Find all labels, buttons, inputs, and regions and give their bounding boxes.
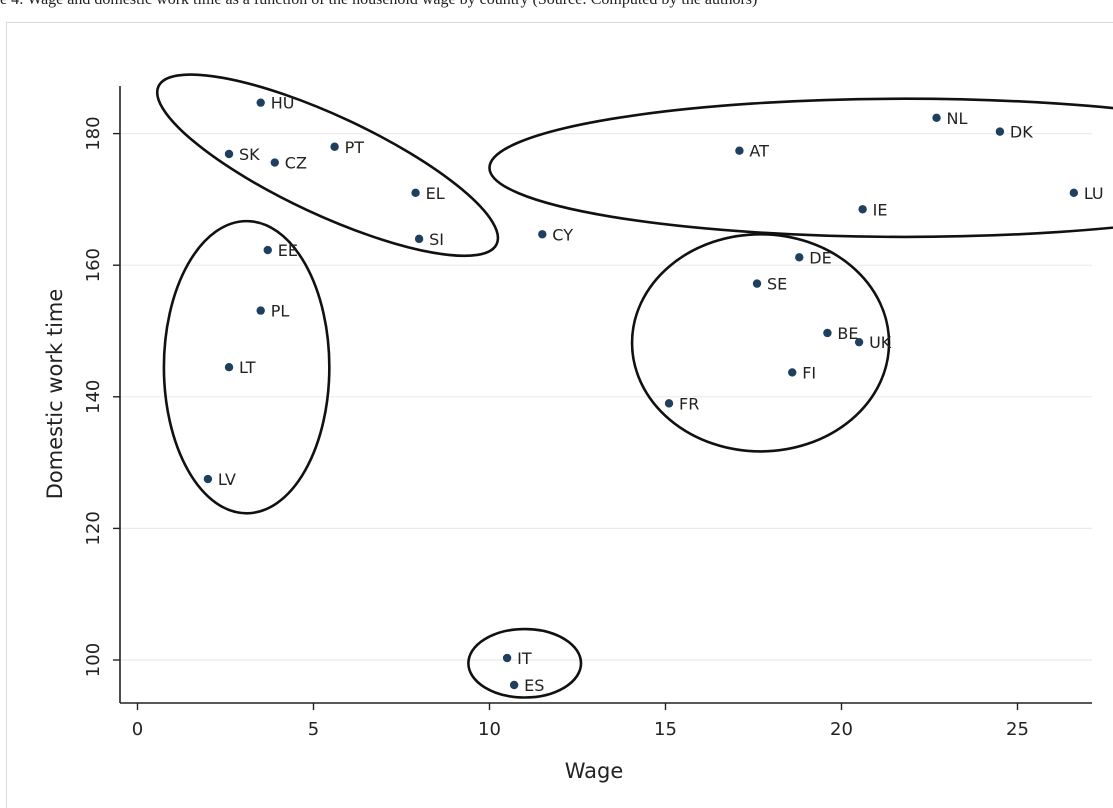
cluster-ellipse [488,97,1113,239]
point-label: UK [869,333,892,352]
point-label: SI [429,230,444,249]
point-label: DE [809,248,831,267]
data-point [788,368,797,377]
axes [113,86,1092,710]
data-point [224,149,234,159]
y-tick-label: 120 [83,511,104,545]
x-tick-label: 25 [1006,719,1029,740]
point-label: SE [767,275,787,294]
point-label: BE [837,324,858,343]
data-points [203,98,1079,690]
cluster-ellipse [162,219,331,515]
cluster-ellipse [467,627,583,699]
data-point [795,253,804,262]
point-label: FI [802,363,816,382]
data-point [735,146,744,155]
point-label: EE [278,241,298,260]
data-point [538,230,547,239]
data-point [752,279,762,288]
data-point [414,234,424,244]
y-tick-label: 140 [83,380,104,414]
y-axis-title: Domestic work time [43,289,67,500]
data-point [995,127,1005,136]
figure-caption: e 4: Wage and domestic work time as a fu… [0,0,1113,9]
tick-labels: 0 5 10 15 20 25 100 120 140 160 180 [83,116,1029,740]
point-label: IT [517,649,532,668]
data-point [330,142,339,151]
cluster-ellipses [155,73,1113,699]
x-tick-label: 5 [308,719,319,740]
point-label: LV [218,470,236,489]
point-label: DK [1010,123,1033,142]
data-point [270,158,279,167]
x-tick-label: 15 [654,719,677,740]
data-point [858,205,867,214]
point-labels: HU SK CZ PT EL SI CY EE PL LT LV AT NL DK LU IE DE SE BE UK… [218,94,1104,695]
cluster-ellipse [630,232,891,453]
x-tick-label: 20 [830,719,853,740]
y-tick-label: 180 [83,116,104,150]
data-point [224,362,234,372]
x-tick-label: 10 [478,719,501,740]
point-label: LU [1084,184,1104,203]
cluster-ellipse [155,73,500,258]
point-label: PT [345,138,365,157]
data-point [256,98,265,107]
point-label: SK [239,145,260,164]
data-point [203,474,213,484]
point-label: AT [749,142,769,161]
data-point [664,399,674,408]
data-point [823,328,832,338]
data-point [256,306,265,315]
data-point [509,680,519,690]
data-point [854,337,864,347]
point-label: FR [679,394,699,413]
point-label: IE [873,200,888,219]
point-label: EL [426,184,445,203]
x-tick-label: 0 [132,719,143,740]
point-label: NL [947,109,968,128]
point-label: ES [524,676,544,695]
data-point [263,245,272,255]
y-tick-label: 160 [83,248,104,282]
x-axis-title: Wage [565,759,624,783]
data-point [411,188,420,198]
point-label: LT [239,358,256,377]
gridlines [120,133,1092,661]
data-point [502,653,512,663]
y-tick-label: 100 [83,643,104,677]
point-label: HU [271,94,295,113]
point-label: CY [552,225,573,244]
point-label: PL [271,302,290,321]
point-label: CZ [285,154,307,173]
plot-frame [6,22,1113,808]
data-point [932,113,941,123]
data-point [1069,188,1079,198]
